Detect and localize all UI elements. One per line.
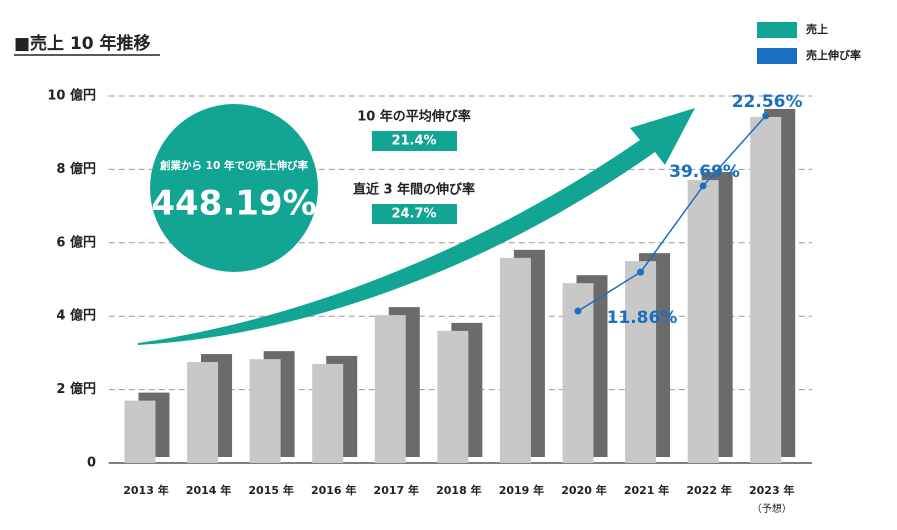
x-tick-label: 2019 年 [499,483,544,497]
y-tick-label: 6 億円 [56,234,96,250]
stat-value: 24.7% [391,207,436,222]
y-tick-label: 10 億円 [47,88,96,104]
growth-label: 39.69% [669,162,740,182]
bar [499,257,531,463]
circle-caption: 創業から 10 年での売上伸び率 [159,159,308,172]
stat-box [372,131,457,151]
growth-arrow [138,108,695,345]
growth-line [577,115,767,312]
x-tick-label: 2013 年 [123,483,168,497]
bar [687,180,719,463]
bar [625,261,657,463]
x-tick-label: 2015 年 [248,483,293,497]
bar [249,359,281,463]
y-tick-label: 2 億円 [56,381,96,397]
growth-point [574,307,582,315]
bar [750,116,782,463]
x-tick-label: 2020 年 [561,483,606,497]
legend-swatch [757,48,797,64]
growth-label: 22.56% [732,92,803,112]
legend-swatch [757,22,797,38]
bar [187,362,219,463]
x-tick-label: 2022 年 [686,483,731,497]
stat-value: 21.4% [391,134,436,149]
x-tick-label: 2017 年 [374,483,419,497]
y-tick-label: 8 億円 [56,161,96,177]
growth-point [699,182,707,190]
growth-point [762,112,770,120]
bar [437,330,469,463]
stat-label: 10 年の平均伸び率 [357,109,471,125]
x-tick-label: 2014 年 [186,483,231,497]
legend-label: 売上 [806,22,828,36]
bar [124,400,156,463]
stat-box [372,204,457,224]
y-tick-label: 4 億円 [56,308,96,324]
growth-point [637,268,645,276]
legend-label: 売上伸び率 [806,48,861,62]
chart-title: ■売上 10 年推移 [14,33,151,54]
circle-value: 448.19% [151,184,316,224]
y-tick-label: 0 [87,456,96,471]
stat-label: 直近 3 年間の伸び率 [353,182,475,198]
x-tick-label: 2018 年 [436,483,481,497]
x-tick-label: 2023 年 [749,483,794,497]
highlight-circle [150,104,318,272]
bar [312,363,344,463]
x-tick-note: （予想） [752,502,792,515]
x-tick-label: 2016 年 [311,483,356,497]
growth-label: 11.86% [607,308,678,328]
bar [374,315,406,463]
x-tick-label: 2021 年 [624,483,669,497]
